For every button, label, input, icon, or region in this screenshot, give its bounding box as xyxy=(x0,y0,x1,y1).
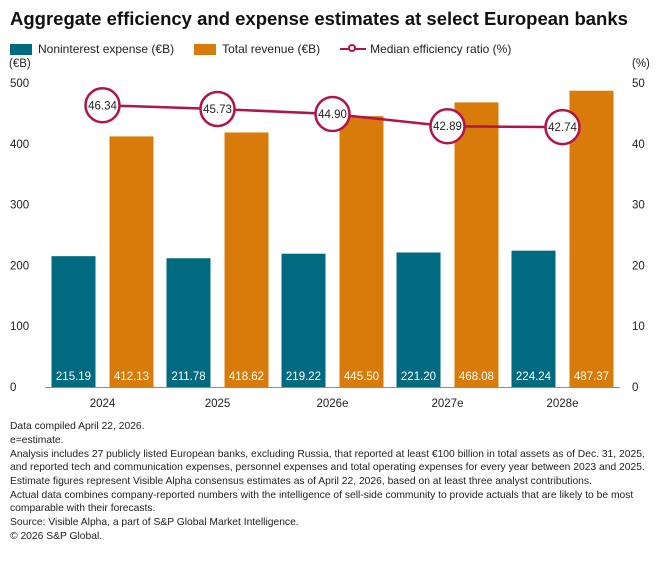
y-right-tick-label: 10 xyxy=(632,321,645,333)
chart-title: Aggregate efficiency and expense estimat… xyxy=(10,8,628,29)
data-label-expense: 224.24 xyxy=(516,371,552,383)
bar-total-revenue xyxy=(339,116,384,388)
efficiency-ratio-marker xyxy=(84,87,121,124)
efficiency-ratio-marker xyxy=(429,107,466,145)
bar-noninterest-expense xyxy=(166,258,211,387)
efficiency-ratio-marker xyxy=(544,108,581,146)
bar-total-revenue xyxy=(569,90,614,387)
chart-legend: Noninterest expense (€B) Total revenue (… xyxy=(10,41,531,57)
x-tick-label: 2027e xyxy=(432,398,464,410)
data-label-revenue: 487.37 xyxy=(574,371,609,383)
y-right-tick-label: 50 xyxy=(632,78,645,90)
y-right-tick-label: 20 xyxy=(632,260,645,272)
y-left-axis-label: (€B) xyxy=(9,58,31,70)
note-actuals: Actual data combines company-reported nu… xyxy=(10,490,634,514)
bar-total-revenue xyxy=(224,132,269,387)
data-label-ratio: 46.34 xyxy=(88,100,117,112)
bar-total-revenue xyxy=(454,102,499,388)
legend-swatch-expense xyxy=(10,43,32,55)
note-analysis: Analysis includes 27 publicly listed Eur… xyxy=(10,449,645,473)
note-copyright: © 2026 S&P Global. xyxy=(10,531,103,543)
data-label-ratio: 44.90 xyxy=(318,109,347,121)
data-label-expense: 219.22 xyxy=(286,371,321,383)
y-right-tick-label: 40 xyxy=(632,139,645,151)
y-right-tick-label: 30 xyxy=(632,200,645,212)
bar-noninterest-expense xyxy=(51,256,96,387)
data-label-expense: 211.78 xyxy=(171,371,205,383)
data-label-revenue: 418.62 xyxy=(229,371,264,383)
data-label-revenue: 468.08 xyxy=(459,371,494,383)
y-left-tick-label: 200 xyxy=(10,260,29,272)
note-source: Source: Visible Alpha, a part of S&P Glo… xyxy=(10,517,299,529)
data-label-revenue: 445.50 xyxy=(344,371,379,383)
legend-label-ratio: Median efficiency ratio (%) xyxy=(370,42,512,56)
legend-item-ratio: Median efficiency ratio (%) xyxy=(340,42,511,56)
legend-item-expense: Noninterest expense (€B) xyxy=(10,42,174,56)
legend-swatch-ratio xyxy=(340,43,367,55)
data-label-expense: 221.20 xyxy=(401,371,436,383)
efficiency-ratio-marker xyxy=(199,90,236,128)
bar-noninterest-expense xyxy=(396,252,441,387)
bar-total-revenue xyxy=(109,136,154,387)
data-label-ratio: 45.73 xyxy=(203,104,232,116)
note-date: Data compiled April 22, 2026. xyxy=(10,421,145,432)
legend-label-expense: Noninterest expense (€B) xyxy=(38,42,175,56)
y-left-tick-label: 400 xyxy=(10,139,29,151)
bar-noninterest-expense xyxy=(281,253,326,387)
x-tick-label: 2025 xyxy=(205,398,231,410)
chart-plot: (€B) (%) 0 100 200 300 400 500 0 10 20 30 40 50 215.19… xyxy=(9,58,650,410)
data-label-revenue: 412.13 xyxy=(114,371,149,383)
y-left-tick-label: 100 xyxy=(10,321,29,333)
bar-noninterest-expense xyxy=(511,250,556,387)
y-right-tick-label: 0 xyxy=(632,382,638,394)
note-consensus: Estimate figures represent Visible Alpha… xyxy=(10,476,592,488)
y-left-tick-label: 300 xyxy=(10,200,29,212)
y-left-tick-label: 0 xyxy=(10,382,16,394)
legend-swatch-revenue xyxy=(194,43,217,55)
data-label-ratio: 42.74 xyxy=(548,122,577,134)
data-label-ratio: 42.89 xyxy=(433,121,462,133)
chart-notes: Data compiled April 22, 2026. e=estimate… xyxy=(10,421,650,546)
legend-item-revenue: Total revenue (€B) xyxy=(194,42,320,56)
note-estimate: e=estimate. xyxy=(10,435,64,447)
x-tick-label: 2024 xyxy=(90,398,116,410)
legend-label-revenue: Total revenue (€B) xyxy=(222,42,321,56)
x-tick-label: 2026e xyxy=(317,398,349,410)
x-tick-label: 2028e xyxy=(547,398,579,410)
data-label-expense: 215.19 xyxy=(56,371,91,383)
y-left-tick-label: 500 xyxy=(10,78,29,90)
y-right-axis-label: (%) xyxy=(632,58,650,70)
efficiency-ratio-marker xyxy=(314,95,351,133)
